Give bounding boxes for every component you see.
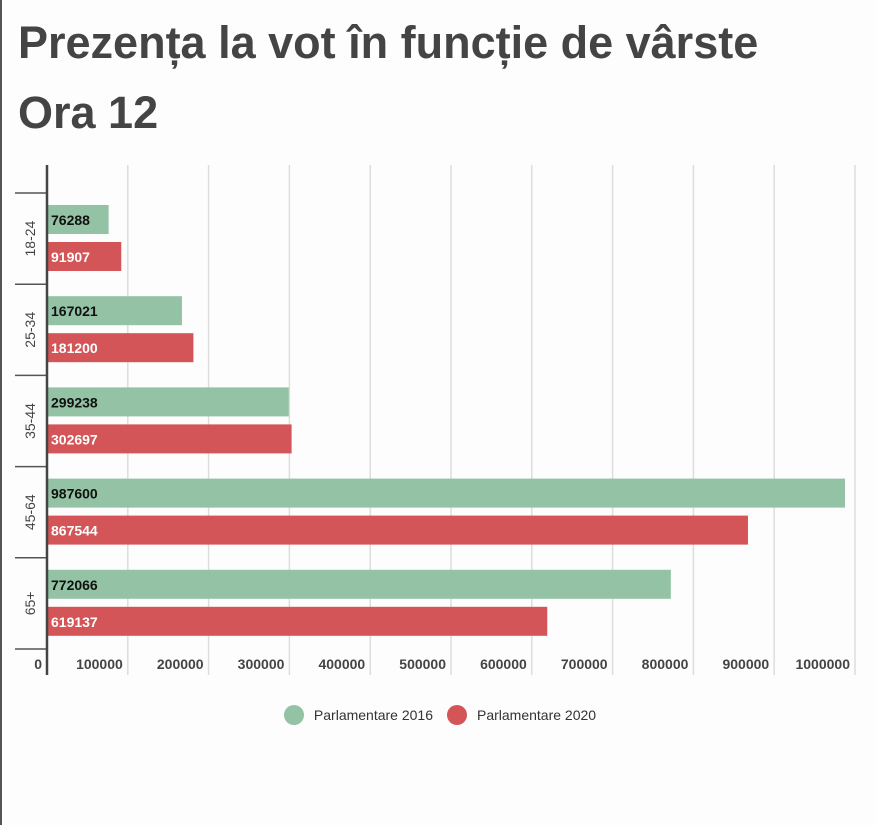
x-tick-label: 200000 bbox=[157, 656, 204, 672]
bar-value-label: 772066 bbox=[51, 577, 98, 593]
chart-subtitle: Ora 12 bbox=[18, 87, 159, 138]
legend-item-2020[interactable]: Parlamentare 2020 bbox=[447, 705, 596, 725]
bar-2016 bbox=[47, 296, 182, 326]
bar-value-label: 619137 bbox=[51, 614, 98, 630]
legend-label-2016: Parlamentare 2016 bbox=[313, 707, 433, 723]
bar-2016 bbox=[47, 387, 289, 417]
x-tick-label: 100000 bbox=[76, 656, 123, 672]
bar-value-label: 867544 bbox=[51, 523, 98, 539]
bar-2016 bbox=[47, 478, 845, 508]
bar-2020 bbox=[47, 606, 548, 636]
x-tick-label: 700000 bbox=[561, 656, 608, 672]
bar-2020 bbox=[47, 424, 292, 454]
bar-2020 bbox=[47, 515, 748, 545]
bar-2016 bbox=[47, 569, 671, 599]
legend-swatch-2020 bbox=[447, 705, 467, 725]
category-label: 18-24 bbox=[22, 220, 38, 256]
bar-value-label: 167021 bbox=[51, 303, 98, 319]
chart-title: Prezența la vot în funcție de vârste bbox=[18, 17, 759, 68]
x-tick-label: 600000 bbox=[480, 656, 527, 672]
bar-2016 bbox=[47, 205, 109, 234]
legend-swatch-2016 bbox=[283, 705, 304, 725]
bar-value-label: 299238 bbox=[51, 394, 98, 410]
x-tick-label: 400000 bbox=[318, 656, 365, 672]
bar-value-label: 76288 bbox=[51, 212, 90, 228]
category-label: 45-64 bbox=[22, 494, 38, 530]
category-label: 25-34 bbox=[22, 312, 38, 348]
category-label: 35-44 bbox=[22, 403, 38, 439]
legend-label-2020: Parlamentare 2020 bbox=[477, 707, 597, 723]
x-tick-label: 500000 bbox=[399, 656, 446, 672]
x-tick-label: 900000 bbox=[722, 656, 769, 672]
bar-value-label: 302697 bbox=[51, 431, 98, 447]
category-label: 65+ bbox=[22, 592, 38, 616]
bar-2020 bbox=[47, 333, 194, 363]
legend-item-2016[interactable]: Parlamentare 2016 bbox=[283, 705, 433, 725]
bar-value-label: 987600 bbox=[51, 486, 98, 502]
x-tick-label: 300000 bbox=[238, 656, 285, 672]
x-tick-label: 1000000 bbox=[795, 656, 850, 672]
bar-value-label: 91907 bbox=[51, 249, 90, 265]
bar-chart: 0 100000 200000 300000 400000 500000 600000 700… bbox=[15, 165, 856, 675]
bar-2020 bbox=[47, 242, 122, 271]
x-tick-label: 800000 bbox=[642, 656, 689, 672]
legend: Parlamentare 2016 Parlamentare 2020 bbox=[2, 705, 876, 725]
bar-value-label: 181200 bbox=[51, 340, 98, 356]
x-tick-label: 0 bbox=[34, 656, 42, 672]
